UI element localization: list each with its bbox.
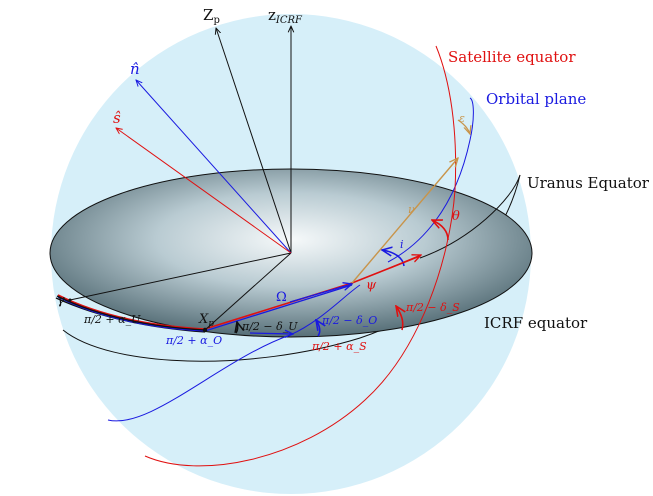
i-label: i <box>400 238 404 251</box>
uranus-equator-label: Uranus Equator <box>527 174 650 192</box>
z-p-label: Zp <box>203 6 220 26</box>
xp-line <box>204 252 292 331</box>
psi-arrow <box>389 255 421 269</box>
alpha-o-label: π/2 + α_O <box>165 334 222 347</box>
gamma-node <box>68 298 72 302</box>
orbital-plane-curve <box>107 284 361 422</box>
z-icrf-label: zICRF <box>268 6 303 26</box>
angle-epsilon-arc <box>457 119 470 134</box>
delta-s-label: π/2 − δ_S <box>405 301 460 314</box>
nu-line <box>351 158 458 284</box>
gamma-label: γ <box>57 293 65 308</box>
orbital-plane-label: Orbital plane <box>486 90 586 108</box>
s-hat-label: ŝ <box>113 109 121 127</box>
orbital-plane-upper <box>387 97 474 263</box>
n-hat-axis <box>136 80 292 254</box>
angle-theta-arc <box>432 220 449 241</box>
gamma-line <box>69 252 292 301</box>
z-p-axis <box>216 28 292 254</box>
xp-node <box>202 327 208 333</box>
alpha-u-label: π/2 + α_U <box>83 313 141 326</box>
epsilon-label: ε <box>459 112 465 125</box>
theta-label: θ <box>452 209 460 224</box>
angle-delta-u-arc <box>236 322 238 334</box>
delta-u-label: π/2 − δ_U <box>241 320 298 333</box>
omega-arrow <box>289 284 352 303</box>
uranus-equator-back <box>419 174 521 259</box>
n-hat-label: n̂ <box>130 60 140 78</box>
icrf-equator-label: ICRF equator <box>484 314 588 332</box>
delta-o-label: π/2 − δ_O <box>321 314 377 327</box>
nu-label: ν <box>408 203 415 216</box>
angle-delta-s-arc <box>396 306 403 331</box>
psi-label: ψ <box>366 278 377 293</box>
angle-i-arc <box>382 250 405 267</box>
s-hat-axis <box>116 128 292 254</box>
black-front-arc <box>56 295 206 331</box>
alpha-o-arrow <box>249 333 293 334</box>
alpha-s-label: π/2 + α_S <box>311 340 367 353</box>
omega-label: Ω <box>276 290 287 305</box>
angle-delta-o-arc <box>316 320 320 337</box>
satellite-equator-label: Satellite equator <box>448 48 576 66</box>
satellite-equator-curve <box>144 45 457 467</box>
